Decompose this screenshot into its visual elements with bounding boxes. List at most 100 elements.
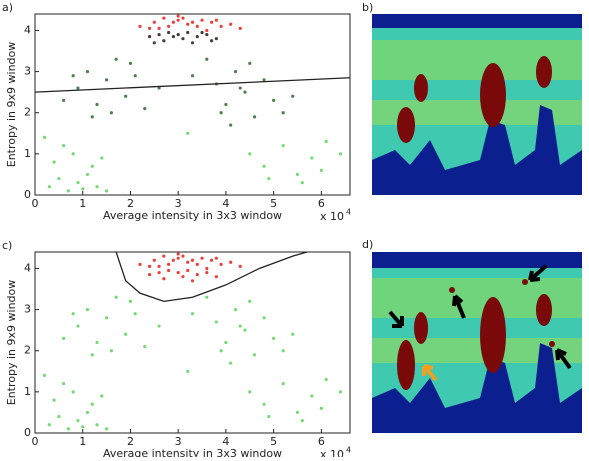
point [190, 279, 195, 283]
point [171, 35, 176, 39]
point [186, 260, 190, 264]
point [157, 26, 161, 30]
point [233, 307, 238, 312]
point [147, 26, 152, 30]
point [100, 394, 104, 398]
point [157, 32, 161, 37]
point [262, 164, 266, 168]
point [252, 353, 257, 357]
point [181, 16, 185, 20]
point [42, 135, 47, 140]
point [171, 20, 176, 24]
point [190, 41, 195, 45]
point [248, 299, 252, 303]
point [267, 176, 271, 181]
point [200, 30, 204, 35]
point [47, 423, 51, 427]
blob [549, 341, 555, 347]
point [195, 24, 199, 28]
arrow [422, 364, 438, 382]
x-tick-label: 3 [175, 435, 182, 448]
point [157, 86, 161, 90]
point [229, 123, 233, 127]
x-tick-label: 1 [79, 435, 86, 448]
point [219, 24, 223, 28]
point [85, 172, 90, 177]
x-axis-label: Average intensity in 3x3 window [103, 447, 282, 457]
point [243, 90, 247, 94]
point [267, 414, 271, 419]
point [124, 332, 128, 336]
point [214, 256, 218, 260]
point [76, 86, 80, 90]
point [205, 295, 209, 299]
point [300, 419, 304, 423]
point [248, 61, 252, 65]
point [114, 57, 118, 61]
point [143, 107, 147, 111]
x-tick-label: 4 [222, 435, 229, 448]
point [76, 181, 80, 185]
panel-label: c) [2, 239, 12, 252]
y-tick-label: 0 [24, 188, 31, 201]
point [42, 373, 47, 378]
blob [522, 279, 528, 285]
point [162, 254, 166, 258]
y-tick-label: 3 [24, 303, 31, 316]
point [319, 406, 323, 410]
blob [414, 74, 428, 102]
point [186, 369, 190, 373]
point [181, 37, 185, 41]
point [62, 98, 66, 102]
point [71, 152, 75, 156]
point [324, 139, 328, 144]
point [248, 152, 252, 156]
point [238, 86, 242, 90]
x-tick-label: 0 [32, 197, 39, 210]
point [229, 260, 233, 264]
point [95, 102, 99, 107]
point [181, 254, 185, 258]
point [114, 295, 118, 299]
point [186, 22, 190, 26]
point [85, 69, 90, 74]
point [167, 262, 171, 266]
point [104, 78, 109, 82]
point [262, 78, 266, 82]
x-tick-label: 2 [127, 197, 134, 210]
point [209, 39, 214, 43]
point [200, 256, 204, 260]
point [214, 320, 218, 324]
y-axis-label: Entropy in 9x9 window [5, 280, 18, 406]
panel-label: b) [362, 1, 373, 14]
point [104, 189, 109, 193]
point [76, 419, 80, 423]
x-tick-label: 5 [270, 197, 277, 210]
point [171, 258, 176, 262]
point [176, 256, 180, 260]
x-tick-label: 0 [32, 435, 39, 448]
point [205, 57, 209, 61]
point [243, 328, 247, 332]
point [176, 18, 180, 22]
point [157, 264, 161, 268]
point [238, 324, 242, 328]
arrow [388, 310, 404, 328]
y-tick-label: 2 [24, 106, 31, 119]
point [186, 268, 190, 273]
point [90, 115, 94, 119]
point [209, 258, 214, 262]
point [324, 377, 328, 382]
point [281, 382, 285, 386]
panel-label: a) [2, 1, 13, 14]
point [272, 336, 276, 340]
point [62, 144, 66, 148]
point [252, 115, 257, 119]
point [71, 390, 75, 394]
point [52, 160, 56, 164]
x-axis-label: Average intensity in 3x3 window [103, 209, 282, 222]
point [104, 427, 109, 431]
point [300, 181, 304, 185]
y-axis-label: Entropy in 9x9 window [5, 42, 18, 168]
point [295, 410, 300, 415]
